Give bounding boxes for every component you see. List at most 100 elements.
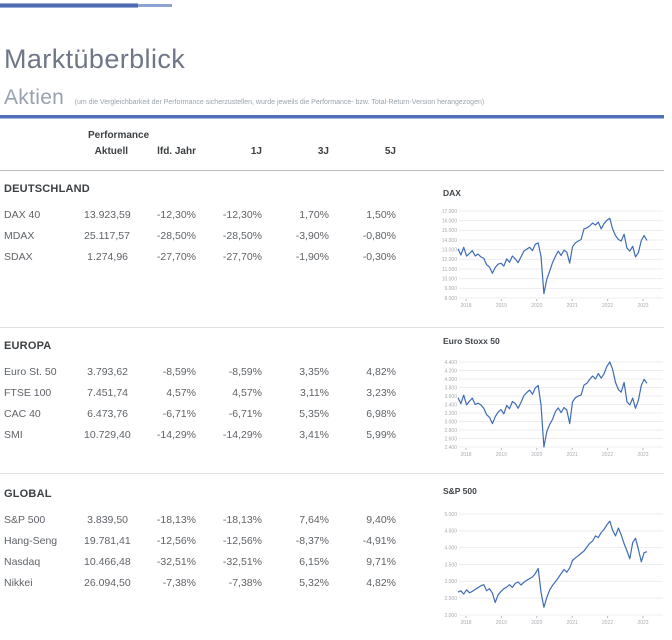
svg-text:2021: 2021 [567,452,578,458]
svg-text:5.000: 5.000 [444,512,457,518]
value-cell: 3.793,62 [87,365,128,378]
aktien-section-header: Aktien (um die Vergleichbarkeit der Perf… [4,86,484,110]
aktien-title: Aktien [4,86,65,109]
value-cell: -7,38% [162,576,196,589]
value-cell: 3,23% [366,386,396,399]
svg-text:2022: 2022 [602,620,613,626]
value-cell: 6.473,76 [87,407,128,420]
table-row: MDAX 25.117,57 -28,50% -28,50% -3,90% -0,80% [4,225,396,246]
value-cell: 7.451,74 [87,386,128,399]
svg-text:9.000: 9.000 [444,286,457,292]
svg-text:4.400: 4.400 [444,360,457,366]
value-cell: -12,30% [156,208,196,221]
value-cell: 5,99% [366,428,396,441]
svg-text:3.000: 3.000 [444,579,457,585]
svg-text:2020: 2020 [531,452,542,458]
index-name: CAC 40 [4,407,41,420]
value-cell: 26.094,50 [84,576,131,589]
table-row: CAC 40 6.473,76 -6,71% -6,71% 5,35% 6,98% [4,403,396,424]
svg-text:2.500: 2.500 [444,596,457,602]
value-cell: 3,41% [299,428,329,441]
svg-text:3.500: 3.500 [444,562,457,568]
index-name: S&P 500 [4,513,46,526]
svg-text:3.400: 3.400 [444,402,457,408]
table-row: Nikkei 26.094,50 -7,38% -7,38% 5,32% 4,82% [4,572,396,593]
value-cell: -0,30% [362,250,396,263]
value-cell: 3.839,50 [87,513,128,526]
svg-text:11.000: 11.000 [442,267,457,273]
value-cell: 19.781,41 [84,534,131,547]
value-cell: -14,29% [222,428,262,441]
value-cell: -4,91% [362,534,396,547]
region-section-europa: EUROPA Euro St. 50 3.793,62 -8,59% -8,59% 3,3… [4,340,396,445]
value-cell: -0,80% [362,229,396,242]
value-cell: -18,13% [222,513,262,526]
svg-text:4.500: 4.500 [444,529,457,535]
column-header-2: 1J [250,146,262,157]
index-name: Nikkei [4,576,33,589]
svg-text:3.800: 3.800 [444,385,457,391]
value-cell: -12,30% [222,208,262,221]
value-cell: -1,90% [295,250,329,263]
value-cell: 1.274,96 [87,250,128,263]
value-cell: 4,57% [232,386,262,399]
region-section-deutschland: DEUTSCHLAND DAX 40 13.923,59 -12,30% -12,30%… [4,183,396,267]
value-cell: 9,40% [366,513,396,526]
line-chart-dax: 17.000 16.000 15.000 14.000 13.000 12.000 11.0… [442,209,663,309]
value-cell: 1,70% [299,208,329,221]
svg-text:2018: 2018 [460,452,471,458]
index-name: Euro St. 50 [4,365,57,378]
index-name: Hang-Seng [4,534,58,547]
svg-text:14.000: 14.000 [442,238,458,244]
value-cell: 4,82% [366,365,396,378]
svg-text:16.000: 16.000 [442,218,458,224]
brand-bar-primary [0,3,138,8]
region-title: DEUTSCHLAND [4,183,90,195]
table-column-headers: Aktuell lfd. Jahr 1J 3J 5J [4,146,396,157]
svg-text:2018: 2018 [460,303,471,309]
value-cell: 4,82% [366,576,396,589]
svg-text:2021: 2021 [567,620,578,626]
region-title: EUROPA [4,340,52,352]
svg-text:2023: 2023 [637,452,648,458]
table-row: DAX 40 13.923,59 -12,30% -12,30% 1,70% 1,50% [4,204,396,225]
index-name: FTSE 100 [4,386,52,399]
brand-bar-secondary [138,4,172,7]
region-section-global: GLOBAL S&P 500 3.839,50 -18,13% -18,13% 7,64%… [4,488,396,593]
column-header-0: Aktuell [94,146,128,157]
svg-text:2019: 2019 [496,620,507,626]
value-cell: 4,57% [166,386,196,399]
svg-text:2023: 2023 [637,620,648,626]
value-cell: -8,37% [295,534,329,547]
svg-text:4.000: 4.000 [444,545,457,551]
value-cell: -8,59% [228,365,262,378]
svg-text:3.200: 3.200 [444,411,457,417]
svg-text:15.000: 15.000 [442,228,458,234]
svg-text:2022: 2022 [602,452,613,458]
line-chart-eurostoxx50: 4.400 4.200 4.000 3.800 3.600 3.400 3.200 3.000… [444,360,663,458]
value-cell: -32,51% [156,555,196,568]
value-cell: -8,59% [162,365,196,378]
svg-text:2019: 2019 [496,303,507,309]
svg-text:2020: 2020 [531,303,542,309]
svg-text:12.000: 12.000 [442,257,458,263]
svg-text:2020: 2020 [531,620,542,626]
index-name: Nasdaq [4,555,41,568]
section-divider-2 [0,473,664,474]
value-cell: 3,35% [299,365,329,378]
page-title: Marktüberblick [4,44,186,74]
region-title: GLOBAL [4,488,52,500]
svg-text:3.600: 3.600 [444,394,457,400]
value-cell: 25.117,57 [84,229,130,242]
value-cell: -32,51% [222,555,262,568]
value-cell: 5,32% [299,576,329,589]
value-cell: 5,35% [299,407,329,420]
value-cell: 6,98% [366,407,396,420]
svg-text:2022: 2022 [602,303,613,309]
value-cell: -12,56% [156,534,196,547]
svg-text:4.000: 4.000 [444,377,457,383]
aktien-note: (um die Vergleichbarkeit der Performance… [74,99,485,106]
table-row: S&P 500 3.839,50 -18,13% -18,13% 7,64% 9,40% [4,509,396,530]
table-row: FTSE 100 7.451,74 4,57% 4,57% 3,11% 3,23% [4,382,396,403]
